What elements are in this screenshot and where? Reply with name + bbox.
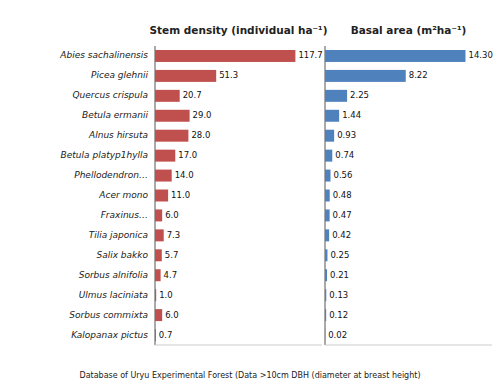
category-label: Alnus hirsuta <box>88 130 148 140</box>
data-label: 2.25 <box>350 90 369 100</box>
data-label: 1.44 <box>342 110 361 120</box>
bar <box>325 229 329 241</box>
bar <box>155 190 168 202</box>
bar <box>325 150 332 162</box>
data-label: 0.13 <box>329 290 348 300</box>
panel-title: Basal area (m²ha⁻¹) <box>351 24 467 36</box>
bar <box>325 190 330 202</box>
bar <box>325 170 331 182</box>
chart: Abies sachalinensis Picea glehnii Quercus … <box>0 0 500 384</box>
category-label: Quercus crispula <box>73 90 149 100</box>
data-label: 0.21 <box>330 270 349 280</box>
bar <box>155 150 175 162</box>
bar <box>325 110 339 122</box>
bar <box>325 209 330 221</box>
category-label: Salix bakko <box>96 250 148 260</box>
footnote: Database of Uryu Experimental Forest (Da… <box>79 371 420 380</box>
panel: Basal area (m²ha⁻¹) 14.30 8.22 2.25 1.44 0.93… <box>325 24 493 345</box>
data-label: 0.93 <box>337 130 356 140</box>
bar <box>155 209 162 221</box>
bar <box>325 90 347 102</box>
category-label: Phellodendron… <box>74 170 148 180</box>
category-label: Abies sachalinensis <box>59 50 148 60</box>
category-label: Picea glehnii <box>91 70 148 80</box>
category-label: Betula platyp1hylla <box>61 150 148 160</box>
bar <box>155 269 161 281</box>
data-label: 20.7 <box>183 90 202 100</box>
data-label: 117.7 <box>298 50 322 60</box>
bars <box>325 50 465 341</box>
bar <box>155 329 156 341</box>
bar <box>155 170 172 182</box>
bar <box>325 289 326 301</box>
data-label: 0.42 <box>332 230 351 240</box>
bar <box>325 130 334 142</box>
category-label: Sorbus commixta <box>69 310 148 320</box>
data-label: 7.3 <box>167 230 181 240</box>
category-label: Betula ermanii <box>82 110 149 120</box>
bar <box>325 329 326 341</box>
panel-title: Stem density (individual ha⁻¹) <box>149 24 327 36</box>
bar <box>155 289 156 301</box>
bar <box>325 249 327 261</box>
data-label: 0.47 <box>333 210 352 220</box>
bar <box>155 229 164 241</box>
bar <box>155 249 162 261</box>
data-label: 0.12 <box>329 310 348 320</box>
data-label: 1.0 <box>159 290 173 300</box>
data-label: 17.0 <box>178 150 197 160</box>
category-label: Fraxinus… <box>101 210 148 220</box>
bar <box>155 309 162 321</box>
data-label: 4.7 <box>164 270 178 280</box>
bar <box>155 50 295 62</box>
data-label: 6.0 <box>165 310 179 320</box>
category-label: Ulmus laciniata <box>79 290 148 300</box>
bar <box>325 70 406 82</box>
category-label: Tilia japonica <box>89 230 148 240</box>
data-label: 5.7 <box>165 250 179 260</box>
category-label: Sorbus alnifolia <box>79 270 148 280</box>
bar <box>155 130 188 142</box>
data-label: 29.0 <box>193 110 212 120</box>
range-line <box>155 345 322 346</box>
bar <box>155 90 180 102</box>
data-label: 8.22 <box>409 70 428 80</box>
category-label: Kalopanax pictus <box>71 330 148 340</box>
bar <box>155 70 216 82</box>
data-label: 0.7 <box>159 330 173 340</box>
bar <box>155 110 190 122</box>
bar <box>325 50 465 62</box>
data-label: 14.30 <box>468 50 492 60</box>
category-labels: Abies sachalinensis Picea glehnii Quercus … <box>59 50 148 339</box>
data-label: 11.0 <box>171 190 190 200</box>
data-labels: 117.7 51.3 20.7 29.0 28.0 17.0 14.0 11.0 6.0 7.3 5… <box>159 50 323 339</box>
data-label: 14.0 <box>175 170 194 180</box>
data-label: 0.25 <box>330 250 349 260</box>
data-label: 0.56 <box>334 170 353 180</box>
data-label: 0.02 <box>328 330 347 340</box>
data-label: 28.0 <box>191 130 210 140</box>
data-labels: 14.30 8.22 2.25 1.44 0.93 0.74 0.56 0.48 0.47 0.4… <box>328 50 493 339</box>
data-label: 6.0 <box>165 210 179 220</box>
panel: Stem density (individual ha⁻¹) 117.7 51.3 2… <box>149 24 327 345</box>
bar <box>325 309 326 321</box>
range-line <box>325 345 492 346</box>
data-label: 0.48 <box>333 190 352 200</box>
bar <box>325 269 327 281</box>
data-label: 51.3 <box>219 70 238 80</box>
category-label: Acer mono <box>98 190 148 200</box>
data-label: 0.74 <box>335 150 354 160</box>
bars <box>155 50 295 341</box>
